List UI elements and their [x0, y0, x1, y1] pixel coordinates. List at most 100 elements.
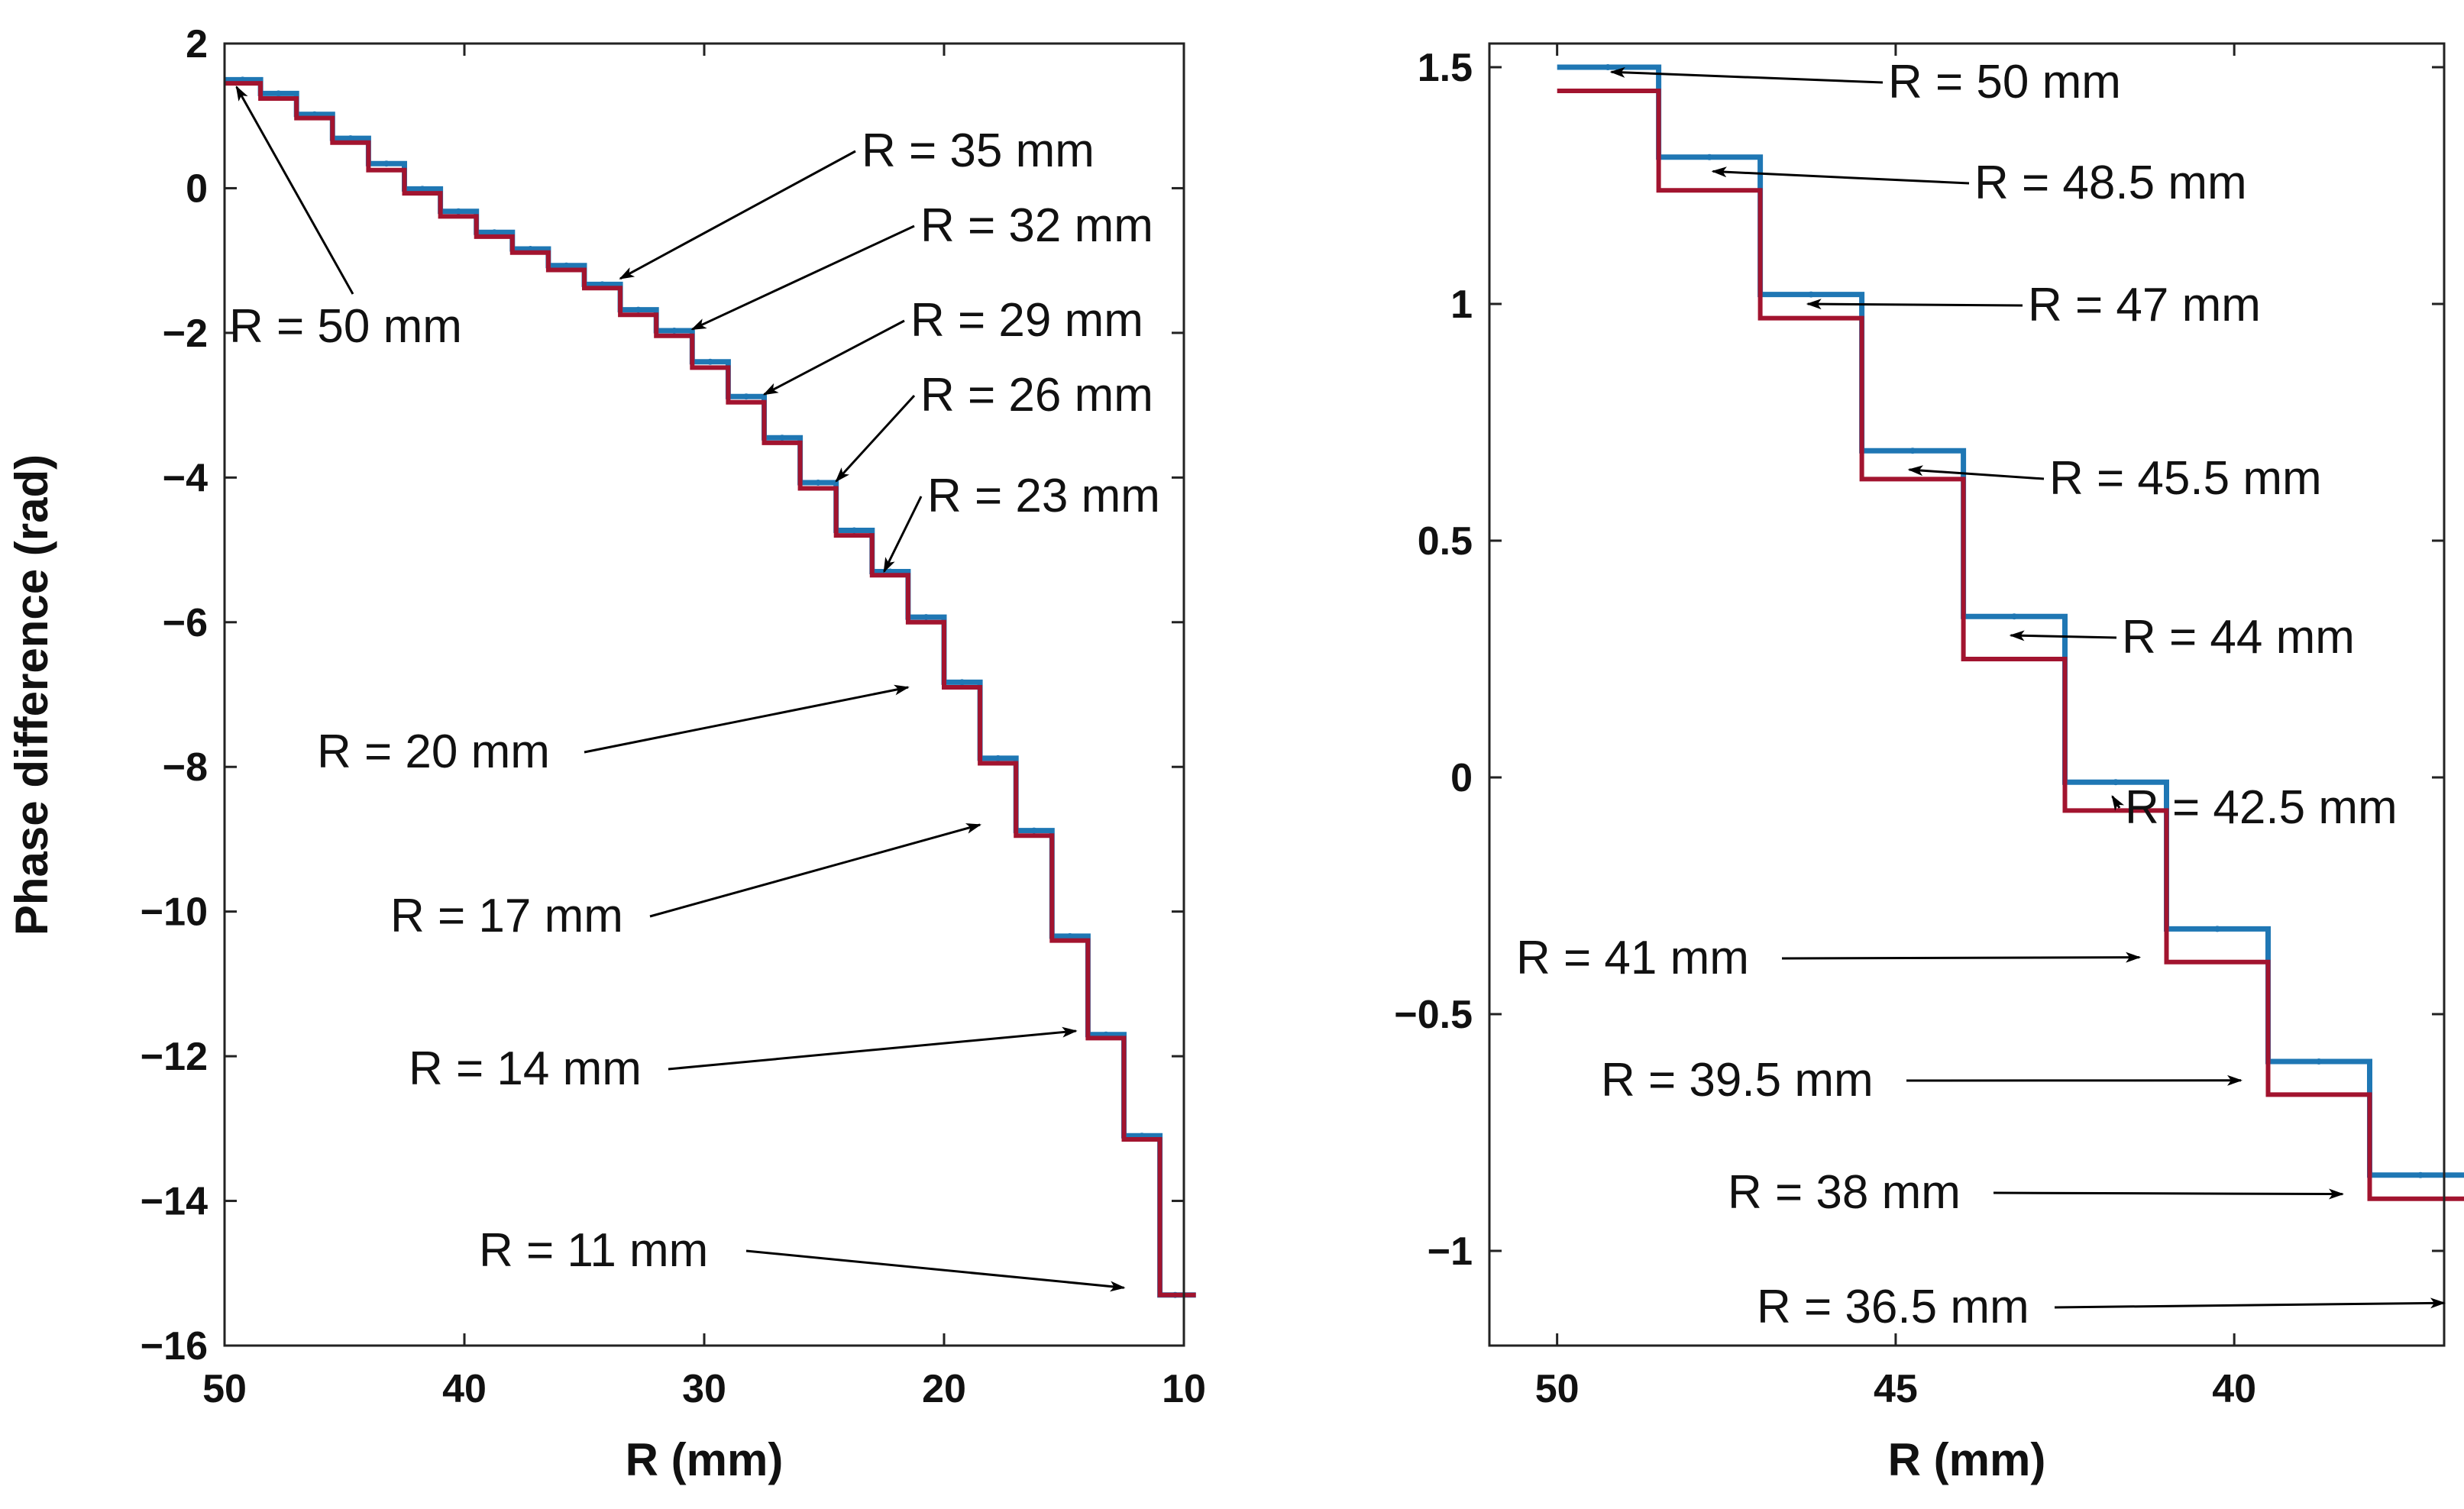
y-tick-label: 0.5: [1418, 519, 1473, 564]
data-point: [455, 208, 462, 215]
y-axis-label: Phase difference (rad): [6, 454, 57, 935]
data-point: [275, 90, 282, 97]
annotation-arrow: [883, 496, 923, 574]
data-point: [2214, 926, 2220, 932]
annotation: R = 45.5 mm: [1907, 452, 2322, 505]
annotation-label: R = 47 mm: [2028, 279, 2261, 331]
data-point: [2011, 613, 2018, 620]
annotation-arrow: [762, 319, 905, 396]
annotation-label: R = 32 mm: [920, 199, 1153, 252]
annotation-label: R = 26 mm: [920, 369, 1153, 422]
data-point: [383, 160, 390, 167]
data-point: [815, 480, 822, 486]
annotation-label: R = 36.5 mm: [1757, 1281, 2029, 1333]
y-tick-label: −12: [141, 1035, 208, 1079]
annotation: R = 39.5 mm: [1601, 1054, 2242, 1107]
annotation-label: R = 35 mm: [862, 124, 1095, 177]
annotation: R = 36.5 mm: [1757, 1281, 2446, 1333]
annotation-label: R = 17 mm: [390, 890, 623, 942]
right-chart-panel: 50 45 40 1.5 1 0.5 0 −0.5 −1 R (mm) R = 50 mm R = 4…: [1394, 42, 2464, 1485]
annotation: R = 32 mm: [690, 199, 1153, 331]
data-point: [635, 306, 642, 313]
data-point: [2113, 779, 2119, 786]
y-tick-label: −14: [141, 1180, 208, 1224]
data-point: [2417, 1171, 2424, 1178]
annotation: R = 23 mm: [883, 470, 1160, 574]
annotation: R = 41 mm: [1516, 932, 2142, 984]
y-tick-label: −10: [141, 890, 208, 935]
y-tick-label: −8: [163, 745, 208, 790]
plot-frame: [1488, 42, 2446, 1347]
annotation-label: R = 44 mm: [2122, 611, 2355, 664]
annotation-label: R = 23 mm: [927, 470, 1160, 522]
data-point: [959, 679, 965, 686]
x-tick-label: 45: [1874, 1367, 1918, 1411]
annotation-arrow: [649, 823, 982, 918]
annotation: R = 29 mm: [762, 294, 1143, 396]
annotation-label: R = 48.5 mm: [1974, 157, 2247, 209]
annotation-label: R = 11 mm: [479, 1224, 708, 1277]
data-point: [491, 229, 498, 236]
data-point: [1605, 64, 1612, 70]
annotation-arrow: [619, 150, 856, 280]
annotation-label: R = 42.5 mm: [2125, 781, 2398, 834]
data-point: [743, 393, 749, 400]
x-tick-label: 50: [1535, 1367, 1580, 1411]
annotation: R = 50 mm: [1609, 56, 2121, 108]
x-axis-label: R (mm): [1888, 1434, 2046, 1485]
y-tick-label: −4: [163, 456, 208, 500]
annotation: R = 48.5 mm: [1711, 157, 2247, 209]
series-line-measured: [225, 76, 1196, 1298]
annotation: R = 26 mm: [835, 369, 1153, 483]
y-tick-label: 1.5: [1418, 46, 1473, 90]
data-point: [671, 328, 677, 334]
series-measured: [225, 76, 1196, 1298]
x-axis-label: R (mm): [626, 1434, 784, 1485]
annotation: R = 11 mm: [479, 1224, 1126, 1292]
annotation: R = 42.5 mm: [2111, 781, 2398, 834]
data-point: [779, 435, 785, 441]
y-tick-label: −1: [1428, 1229, 1473, 1274]
annotation-arrow: [1711, 166, 1970, 185]
y-tick-label: 1: [1450, 283, 1473, 327]
annotation: R = 44 mm: [2009, 611, 2355, 664]
annotation: R = 47 mm: [1806, 279, 2261, 331]
annotation-arrow: [235, 86, 354, 295]
data-point: [1909, 448, 1916, 454]
annotation-arrow: [690, 225, 915, 331]
annotation-arrow: [2009, 630, 2117, 641]
x-tick-label: 50: [202, 1367, 247, 1411]
data-point: [851, 527, 858, 534]
annotation-arrow: [835, 394, 916, 483]
series-line-theoretical: [225, 81, 1196, 1297]
data-point: [707, 358, 713, 365]
annotation-label: R = 41 mm: [1516, 932, 1749, 984]
data-point: [347, 135, 354, 142]
annotation-label: R = 29 mm: [910, 294, 1143, 347]
annotation-arrow: [2054, 1297, 2446, 1309]
annotation-arrow: [2111, 795, 2125, 811]
annotation-arrow: [1993, 1188, 2344, 1200]
y-tick-label: 0: [186, 166, 208, 211]
data-point: [1706, 153, 1713, 160]
x-tick-label: 20: [922, 1367, 966, 1411]
annotation-arrow: [584, 684, 910, 754]
x-tick-label: 40: [2212, 1367, 2256, 1411]
y-tick-label: −6: [163, 601, 208, 645]
x-tick-label: 40: [442, 1367, 487, 1411]
annotation: R = 14 mm: [409, 1026, 1078, 1095]
annotation: R = 50 mm: [229, 86, 462, 353]
annotation: R = 17 mm: [390, 823, 982, 942]
x-tick-label: 10: [1162, 1367, 1206, 1411]
data-point: [419, 186, 425, 192]
data-point: [1808, 291, 1815, 298]
data-point: [994, 754, 1001, 761]
data-point: [923, 614, 930, 621]
annotation: R = 20 mm: [317, 684, 910, 778]
annotation-label: R = 14 mm: [409, 1042, 642, 1095]
annotation-label: R = 45.5 mm: [2049, 452, 2322, 505]
data-point: [1030, 827, 1037, 834]
y-tick-label: −2: [163, 312, 208, 356]
